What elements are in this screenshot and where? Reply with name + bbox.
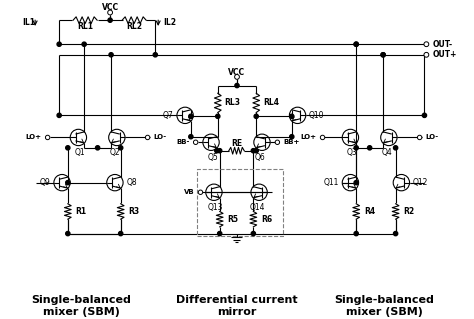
Text: IL1: IL1 [23,18,36,26]
Text: RL3: RL3 [225,98,240,108]
Circle shape [290,114,294,118]
Text: R5: R5 [228,215,238,224]
Text: VCC: VCC [101,3,118,12]
Circle shape [109,53,113,57]
Text: Q5: Q5 [208,153,219,162]
Text: Q3: Q3 [347,148,358,157]
Circle shape [215,149,219,153]
Circle shape [118,232,123,236]
Circle shape [367,146,372,150]
Text: Q4: Q4 [382,148,392,157]
Text: RL4: RL4 [263,98,279,108]
Circle shape [66,146,70,150]
Circle shape [235,84,239,88]
Circle shape [354,181,358,185]
Circle shape [235,75,239,79]
Circle shape [108,18,112,22]
Text: LO-: LO- [425,135,438,140]
Text: LO+: LO+ [301,135,317,140]
Circle shape [57,113,61,117]
Text: Q7: Q7 [163,111,173,120]
Text: Q14: Q14 [249,203,265,212]
Text: R4: R4 [364,207,375,216]
Circle shape [290,135,294,139]
Text: RL1: RL1 [77,22,93,31]
Text: R3: R3 [128,207,139,216]
Circle shape [146,135,150,140]
Circle shape [251,232,255,236]
Circle shape [422,113,427,117]
Text: RL2: RL2 [126,22,142,31]
Circle shape [218,232,222,236]
Circle shape [198,190,203,195]
Circle shape [66,181,70,185]
Text: Single-balanced
mixer (SBM): Single-balanced mixer (SBM) [31,295,131,317]
Circle shape [153,53,157,57]
Text: Single-balanced
mixer (SBM): Single-balanced mixer (SBM) [334,295,434,317]
Circle shape [418,135,422,140]
Circle shape [82,42,86,46]
Circle shape [424,42,429,47]
Text: LO-: LO- [154,135,166,140]
Text: Differential current
mirror: Differential current mirror [176,295,298,317]
Circle shape [118,146,123,150]
Circle shape [57,42,61,46]
Circle shape [393,232,398,236]
Circle shape [46,135,50,140]
Text: VCC: VCC [228,68,246,77]
Circle shape [354,42,358,46]
Text: VB: VB [184,189,195,195]
Circle shape [354,42,358,46]
Text: BB+: BB+ [283,139,300,145]
Circle shape [189,114,193,118]
Bar [197,169,283,235]
Text: Q1: Q1 [75,148,86,157]
Text: R1: R1 [75,207,87,216]
Circle shape [320,135,325,140]
Circle shape [354,232,358,236]
Circle shape [275,140,280,145]
Circle shape [193,140,198,145]
Text: Q10: Q10 [309,111,325,120]
Text: Q12: Q12 [413,178,428,187]
Circle shape [354,146,358,150]
Circle shape [95,146,100,150]
Text: BB-: BB- [176,139,190,145]
Circle shape [189,135,193,139]
Circle shape [393,146,398,150]
Circle shape [108,10,112,15]
Text: IL2: IL2 [163,18,176,26]
Text: Q11: Q11 [324,178,339,187]
Text: OUT+: OUT+ [432,50,456,59]
Circle shape [251,149,255,153]
Circle shape [254,114,258,118]
Circle shape [381,53,385,57]
Text: R6: R6 [261,215,272,224]
Text: RE: RE [231,138,242,147]
Circle shape [254,149,258,153]
Text: Q6: Q6 [255,153,265,162]
Text: Q2: Q2 [109,148,120,157]
Circle shape [218,149,222,153]
Text: OUT-: OUT- [432,40,452,49]
Text: LO+: LO+ [26,135,42,140]
Text: Q9: Q9 [40,178,51,187]
Circle shape [216,114,220,118]
Circle shape [381,53,385,57]
Text: Q13: Q13 [208,203,224,212]
Circle shape [66,232,70,236]
Text: R2: R2 [403,207,414,216]
Circle shape [424,52,429,57]
Text: Q8: Q8 [127,178,137,187]
